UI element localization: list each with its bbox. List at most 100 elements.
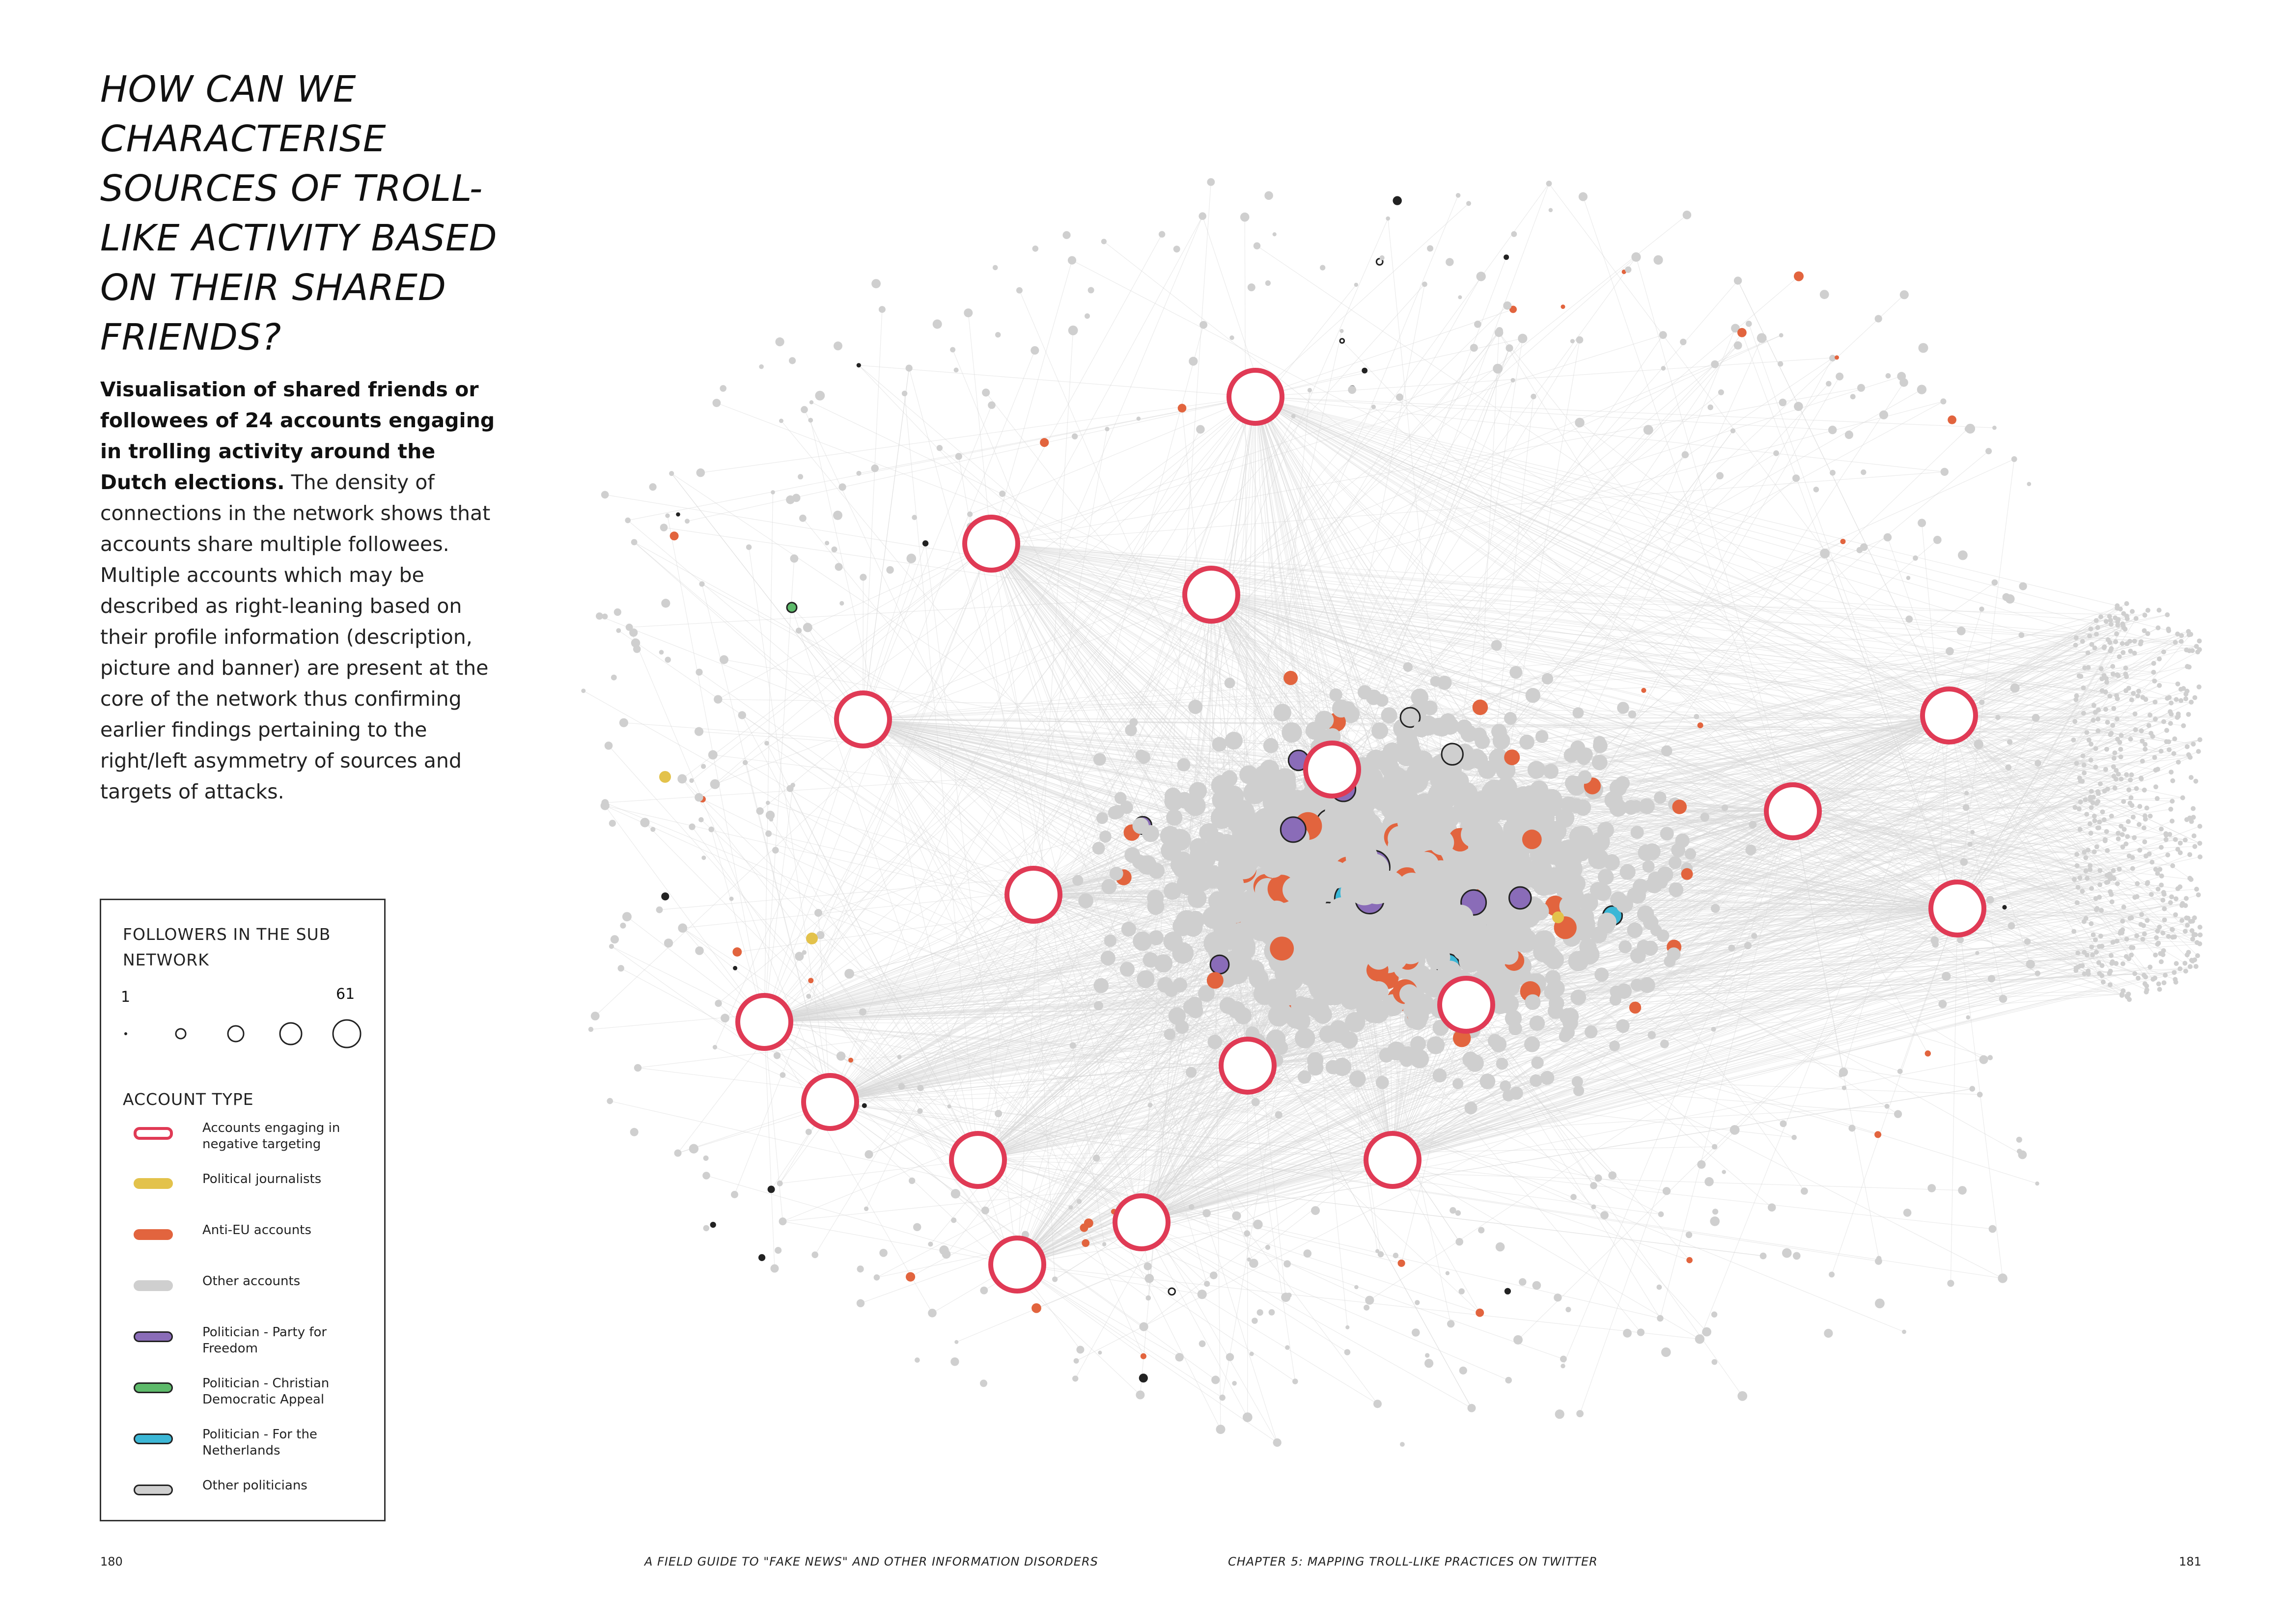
account-node bbox=[2119, 776, 2124, 782]
account-node bbox=[1413, 721, 1430, 738]
account-node bbox=[2159, 882, 2164, 888]
account-node bbox=[708, 826, 714, 832]
account-node bbox=[1637, 905, 1654, 923]
account-node bbox=[912, 515, 917, 520]
account-node bbox=[1396, 727, 1417, 748]
account-node bbox=[999, 490, 1006, 497]
account-node bbox=[2095, 625, 2100, 630]
account-node bbox=[1546, 821, 1567, 842]
account-node bbox=[1450, 786, 1474, 809]
anti-eu-node bbox=[1794, 271, 1804, 281]
account-node bbox=[1230, 922, 1252, 943]
account-node bbox=[1403, 662, 1413, 672]
account-node bbox=[1225, 901, 1247, 923]
account-node bbox=[805, 1129, 812, 1135]
account-node bbox=[2073, 635, 2079, 640]
account-node bbox=[2071, 929, 2077, 934]
pvv-politician-node bbox=[1508, 886, 1532, 910]
account-node bbox=[2088, 863, 2093, 868]
account-node bbox=[2192, 844, 2198, 849]
account-node bbox=[2081, 711, 2086, 716]
account-node bbox=[2123, 665, 2128, 671]
account-node bbox=[1119, 962, 1135, 977]
account-node bbox=[2154, 935, 2159, 940]
account-node bbox=[2114, 693, 2119, 698]
account-node bbox=[2139, 912, 2144, 917]
account-node bbox=[596, 612, 603, 620]
account-node bbox=[1728, 944, 1735, 952]
account-node bbox=[939, 1245, 949, 1255]
account-node bbox=[905, 364, 913, 372]
title-line: LIKE ACTIVITY BASED bbox=[100, 217, 498, 259]
account-node bbox=[2113, 639, 2119, 644]
account-node bbox=[1744, 941, 1752, 950]
anti-eu-node bbox=[1924, 1050, 1931, 1057]
account-node bbox=[992, 265, 998, 271]
account-node bbox=[2194, 886, 2199, 892]
account-node bbox=[1561, 1364, 1565, 1369]
account-node bbox=[2112, 750, 2118, 756]
account-node bbox=[1570, 1194, 1577, 1200]
account-node bbox=[860, 574, 867, 581]
account-node bbox=[1437, 675, 1452, 690]
account-node bbox=[1985, 448, 1992, 455]
account-node bbox=[1974, 740, 1983, 749]
account-node bbox=[1830, 469, 1836, 476]
account-node bbox=[640, 818, 650, 827]
account-node bbox=[1196, 425, 1205, 434]
account-node bbox=[1433, 805, 1457, 829]
account-node bbox=[2139, 728, 2144, 734]
account-node bbox=[1684, 848, 1697, 860]
account-node bbox=[1295, 944, 1321, 969]
troll-account-node bbox=[949, 1131, 1007, 1189]
account-node bbox=[2168, 709, 2173, 715]
legend-label: Anti-EU accounts bbox=[202, 1223, 311, 1238]
account-node bbox=[844, 968, 854, 979]
account-node bbox=[950, 1189, 961, 1199]
account-node bbox=[2110, 939, 2116, 945]
account-node bbox=[665, 513, 670, 518]
account-node bbox=[1282, 722, 1302, 743]
account-node bbox=[2149, 859, 2155, 865]
legend-label: Political journalists bbox=[202, 1172, 322, 1186]
account-node bbox=[1198, 985, 1215, 1002]
account-node bbox=[1820, 549, 1830, 558]
account-node bbox=[2091, 849, 2097, 854]
account-node bbox=[1577, 751, 1591, 765]
account-node bbox=[2074, 863, 2080, 868]
account-node bbox=[2137, 848, 2143, 853]
account-node bbox=[1514, 862, 1535, 882]
account-node bbox=[689, 1144, 699, 1154]
account-node bbox=[864, 1150, 873, 1159]
account-node bbox=[2109, 731, 2114, 736]
account-node bbox=[2155, 625, 2161, 631]
account-node bbox=[1240, 212, 1250, 222]
account-node bbox=[1627, 922, 1643, 938]
account-node bbox=[1525, 994, 1541, 1010]
account-node bbox=[2164, 832, 2169, 838]
cda-swatch bbox=[134, 1382, 173, 1393]
account-node bbox=[1616, 983, 1632, 999]
account-node bbox=[1496, 1057, 1508, 1070]
size-circle-3 bbox=[227, 1025, 245, 1043]
account-node bbox=[2151, 669, 2156, 675]
politician-node bbox=[1441, 743, 1464, 766]
account-node bbox=[1215, 802, 1234, 822]
account-node bbox=[1570, 339, 1575, 344]
account-node bbox=[2173, 640, 2178, 645]
account-node bbox=[1737, 1391, 1748, 1401]
account-node bbox=[1625, 266, 1632, 273]
account-node bbox=[1101, 239, 1107, 245]
account-node bbox=[2179, 903, 2184, 908]
account-node bbox=[1232, 1381, 1237, 1386]
account-node bbox=[1609, 1040, 1620, 1051]
account-node bbox=[2195, 953, 2200, 959]
account-node bbox=[1927, 1184, 1936, 1192]
troll-account-node bbox=[988, 1236, 1046, 1294]
account-node bbox=[2088, 830, 2093, 836]
account-node bbox=[1311, 1206, 1320, 1215]
account-node bbox=[2161, 719, 2167, 724]
account-node bbox=[803, 623, 812, 633]
title-line: ON THEIR SHARED bbox=[100, 267, 446, 309]
page-number-left: 180 bbox=[100, 1555, 123, 1569]
